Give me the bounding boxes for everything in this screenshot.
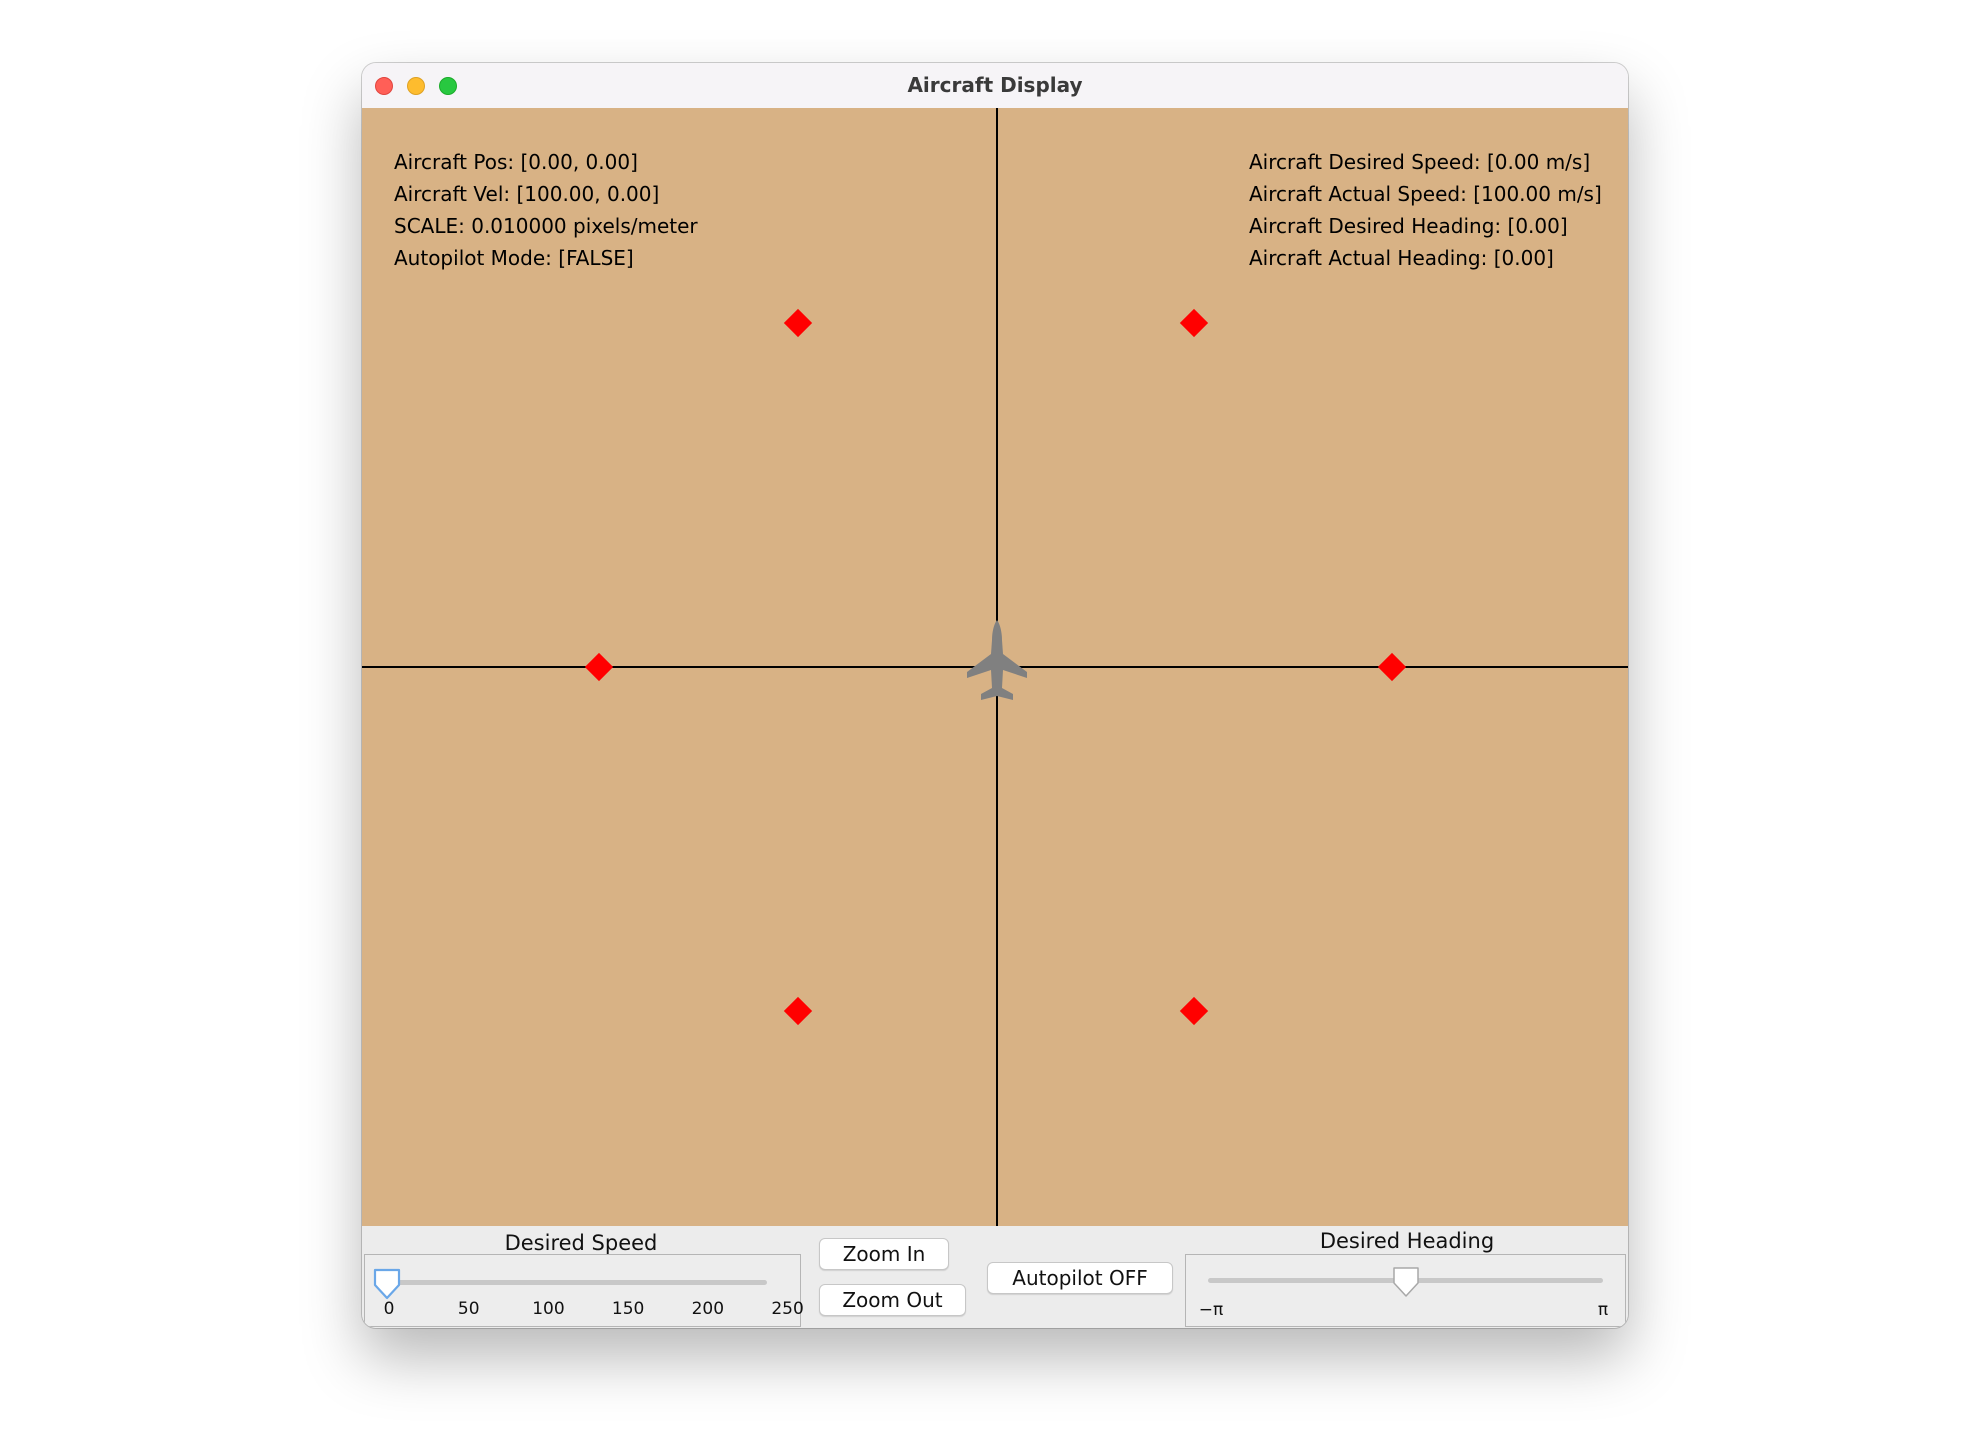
zoom-in-button[interactable]: Zoom In — [819, 1238, 949, 1270]
heading-slider-thumb[interactable] — [1391, 1265, 1421, 1299]
speed-tick-label: 150 — [611, 1299, 645, 1319]
desired-speed-text: Aircraft Desired Speed: [0.00 m/s] — [1249, 150, 1591, 174]
window-title: Aircraft Display — [907, 73, 1083, 97]
waypoint-marker — [1179, 308, 1209, 338]
actual-heading-text: Aircraft Actual Heading: [0.00] — [1249, 246, 1554, 270]
aircraft-pos-text: Aircraft Pos: [0.00, 0.00] — [394, 150, 638, 174]
control-panel: Desired Speed 0 50 100 150 200 250 Zoom In Zo… — [362, 1226, 1628, 1328]
desired-speed-label: Desired Speed — [504, 1231, 658, 1255]
aircraft-vel-text: Aircraft Vel: [100.00, 0.00] — [394, 182, 660, 206]
actual-speed-text: Aircraft Actual Speed: [100.00 m/s] — [1249, 182, 1602, 206]
speed-slider-thumb[interactable] — [372, 1267, 402, 1301]
waypoint-marker — [783, 996, 813, 1026]
desired-heading-slider[interactable]: −π π — [1185, 1254, 1626, 1327]
speed-tick-label: 250 — [771, 1299, 804, 1319]
title-bar: Aircraft Display — [362, 63, 1628, 109]
heading-max-label: π — [1597, 1300, 1609, 1320]
minimize-window-button[interactable] — [407, 77, 425, 95]
close-window-button[interactable] — [375, 77, 393, 95]
waypoint-marker — [584, 652, 614, 682]
map-svg — [362, 108, 1628, 1226]
aircraft-state-panel: Aircraft Pos: [0.00, 0.00] Aircraft Vel:… — [394, 146, 698, 274]
zoom-out-button[interactable]: Zoom Out — [819, 1284, 966, 1316]
speed-slider-track — [387, 1280, 767, 1285]
speed-heading-panel: Aircraft Desired Speed: [0.00 m/s] Aircr… — [1249, 146, 1602, 274]
aircraft-canvas[interactable]: Aircraft Pos: [0.00, 0.00] Aircraft Vel:… — [362, 108, 1628, 1226]
aircraft-icon — [967, 620, 1027, 700]
heading-min-label: −π — [1198, 1300, 1224, 1320]
desired-heading-label: Desired Heading — [1319, 1229, 1495, 1253]
waypoint-marker — [1377, 652, 1407, 682]
desired-heading-text: Aircraft Desired Heading: [0.00] — [1249, 214, 1568, 238]
speed-tick-label: 200 — [691, 1299, 725, 1319]
aircraft-display-window: Aircraft Display Aircraft Pos: [0.00, 0.… — [362, 63, 1628, 1328]
autopilot-mode-text: Autopilot Mode: [FALSE] — [394, 246, 634, 270]
speed-tick-label: 100 — [532, 1299, 565, 1319]
autopilot-button[interactable]: Autopilot OFF — [987, 1262, 1173, 1294]
maximize-window-button[interactable] — [439, 77, 457, 95]
waypoint-marker — [783, 308, 813, 338]
speed-tick-label: 0 — [383, 1299, 395, 1319]
desired-speed-slider[interactable]: 0 50 100 150 200 250 — [364, 1254, 804, 1327]
waypoint-marker — [1179, 996, 1209, 1026]
scale-text: SCALE: 0.010000 pixels/meter — [394, 214, 698, 238]
speed-tick-label: 50 — [457, 1299, 480, 1319]
